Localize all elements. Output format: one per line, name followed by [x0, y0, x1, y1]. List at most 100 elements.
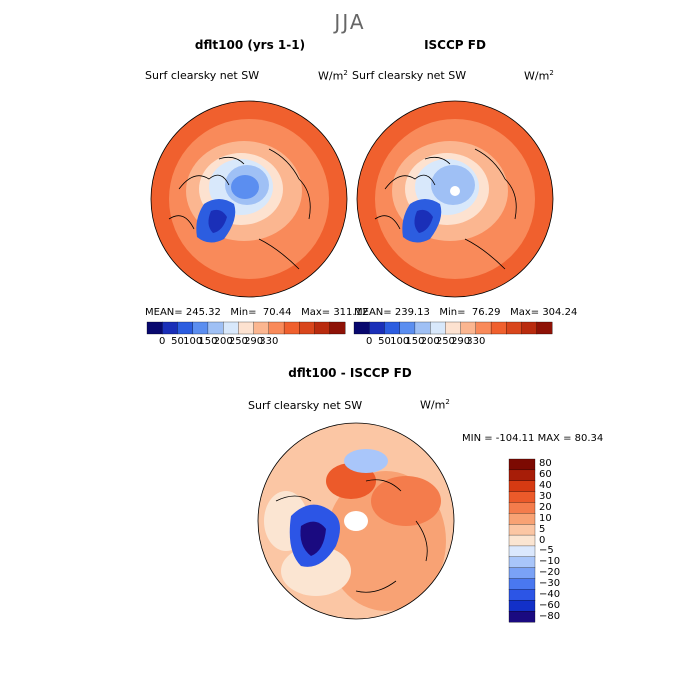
panel1-colorbar: [146, 321, 346, 335]
colorbar-swatch: [283, 321, 300, 335]
panel2-title: ISCCP FD: [424, 38, 486, 52]
colorbar-tick-label: 50: [378, 336, 391, 347]
colorbar-swatch: [146, 321, 163, 335]
colorbar-swatch: [399, 321, 416, 335]
colorbar-swatch: [508, 458, 536, 471]
map-field: [258, 423, 454, 619]
panel1-stats: MEAN= 245.32 Min= 70.44 Max= 311.12: [145, 307, 369, 318]
colorbar-swatch: [353, 321, 370, 335]
colorbar-tick-label: 100: [183, 336, 203, 347]
map-field: [357, 101, 553, 297]
colorbar-swatch: [508, 534, 536, 547]
colorbar-tick-label: 10: [539, 512, 552, 524]
colorbar-swatch: [508, 524, 536, 536]
colorbar-tick-label: 20: [539, 501, 552, 513]
field-region: [414, 209, 433, 233]
map-border: [356, 100, 554, 298]
colorbar-tick-label: −5: [539, 545, 554, 557]
colorbar-tick-label: 80: [539, 458, 552, 470]
coastline: [275, 479, 428, 593]
colorbar-tick-label: 330: [259, 336, 279, 347]
colorbar-tick-label: 30: [539, 491, 552, 503]
colorbar-swatch: [314, 321, 331, 335]
panel2-colorbar: [353, 321, 553, 335]
colorbar-swatch: [369, 321, 385, 335]
missing-data: [344, 511, 368, 531]
field-region: [208, 209, 227, 233]
colorbar-tick-label: 60: [539, 469, 552, 481]
colorbar-swatch: [508, 545, 536, 558]
colorbar-swatch: [445, 321, 462, 335]
panel1-variable: Surf clearsky net SW: [145, 69, 260, 82]
colorbar-swatch: [253, 321, 270, 335]
colorbar-swatch: [508, 502, 536, 514]
colorbar-swatch: [508, 480, 536, 493]
colorbar-tick-label: 0: [366, 336, 373, 347]
colorbar-tick-label: 40: [539, 480, 552, 492]
colorbar-tick-label: −10: [539, 556, 561, 568]
colorbar-swatch: [329, 321, 346, 335]
colorbar-swatch: [508, 610, 536, 623]
panel3-colorbar: [508, 458, 536, 623]
colorbar-swatch: [177, 321, 194, 335]
colorbar-swatch: [508, 578, 536, 590]
colorbar-swatch: [299, 321, 315, 335]
colorbar-swatch: [192, 321, 209, 335]
field-region: [231, 175, 259, 199]
colorbar-swatch: [508, 491, 536, 503]
colorbar-tick-label: 200: [213, 336, 233, 347]
colorbar-tick-label: −20: [539, 567, 561, 579]
colorbar-tick-label: −30: [539, 577, 561, 589]
panel1-map: [150, 100, 348, 298]
colorbar-swatch: [475, 321, 492, 335]
colorbar-swatch: [223, 321, 239, 335]
colorbar-swatch: [238, 321, 255, 335]
colorbar-tick-label: 330: [466, 336, 486, 347]
panel3-map: [257, 422, 455, 620]
panel3-minmax: MIN = -104.11 MAX = 80.34: [462, 433, 604, 444]
colorbar-swatch: [506, 321, 522, 335]
coastline: [168, 148, 311, 270]
colorbar-tick-label: 200: [420, 336, 440, 347]
colorbar-tick-label: 250: [228, 336, 248, 347]
panel2-variable: Surf clearsky net SW: [352, 69, 467, 82]
colorbar-swatch: [508, 600, 536, 612]
colorbar-swatch: [460, 321, 477, 335]
panel3-units: W/m2: [420, 398, 450, 412]
panel2-stats: MEAN= 239.13 Min= 76.29 Max= 304.24: [354, 307, 578, 318]
panel1-title: dflt100 (yrs 1-1): [194, 38, 306, 52]
colorbar-swatch: [268, 321, 285, 335]
colorbar-swatch: [490, 321, 507, 335]
colorbar-swatch: [508, 567, 536, 579]
map-field: [151, 101, 347, 297]
field-region: [300, 521, 326, 556]
colorbar-tick-label: 5: [539, 523, 546, 535]
coastline: [374, 148, 517, 270]
colorbar-tick-label: 0: [159, 336, 166, 347]
colorbar-swatch: [508, 469, 536, 482]
map-border: [150, 100, 348, 298]
colorbar-tick-label: −80: [539, 610, 561, 622]
colorbar-tick-label: 100: [390, 336, 410, 347]
field-region: [371, 476, 441, 526]
colorbar-swatch: [508, 589, 536, 601]
missing-data: [450, 186, 460, 196]
panel1-units: W/m2: [318, 69, 348, 83]
panel3-colorbar-ticks: 80 60 40 30 20 10 5 0 −5 −10 −20 −30 −40 −60 −80: [539, 458, 579, 622]
panel2-colorbar-ticks: 0 50 100 150 200 250 290 330: [354, 336, 552, 350]
colorbar-swatch: [521, 321, 538, 335]
colorbar-swatch: [384, 321, 401, 335]
colorbar-tick-label: 0: [539, 534, 546, 546]
panel2-map: [356, 100, 554, 298]
colorbar-swatch: [430, 321, 446, 335]
field-region: [344, 449, 388, 473]
season-title: JJA: [334, 10, 366, 34]
panel3-variable: Surf clearsky net SW: [248, 399, 363, 412]
panel2-units: W/m2: [524, 69, 554, 83]
colorbar-swatch: [508, 513, 536, 525]
panel3-title: dflt100 - ISCCP FD: [288, 366, 412, 380]
colorbar-tick-label: −40: [539, 588, 561, 600]
field-region: [431, 165, 475, 205]
colorbar-tick-label: 150: [405, 336, 425, 347]
colorbar-tick-label: 150: [198, 336, 218, 347]
